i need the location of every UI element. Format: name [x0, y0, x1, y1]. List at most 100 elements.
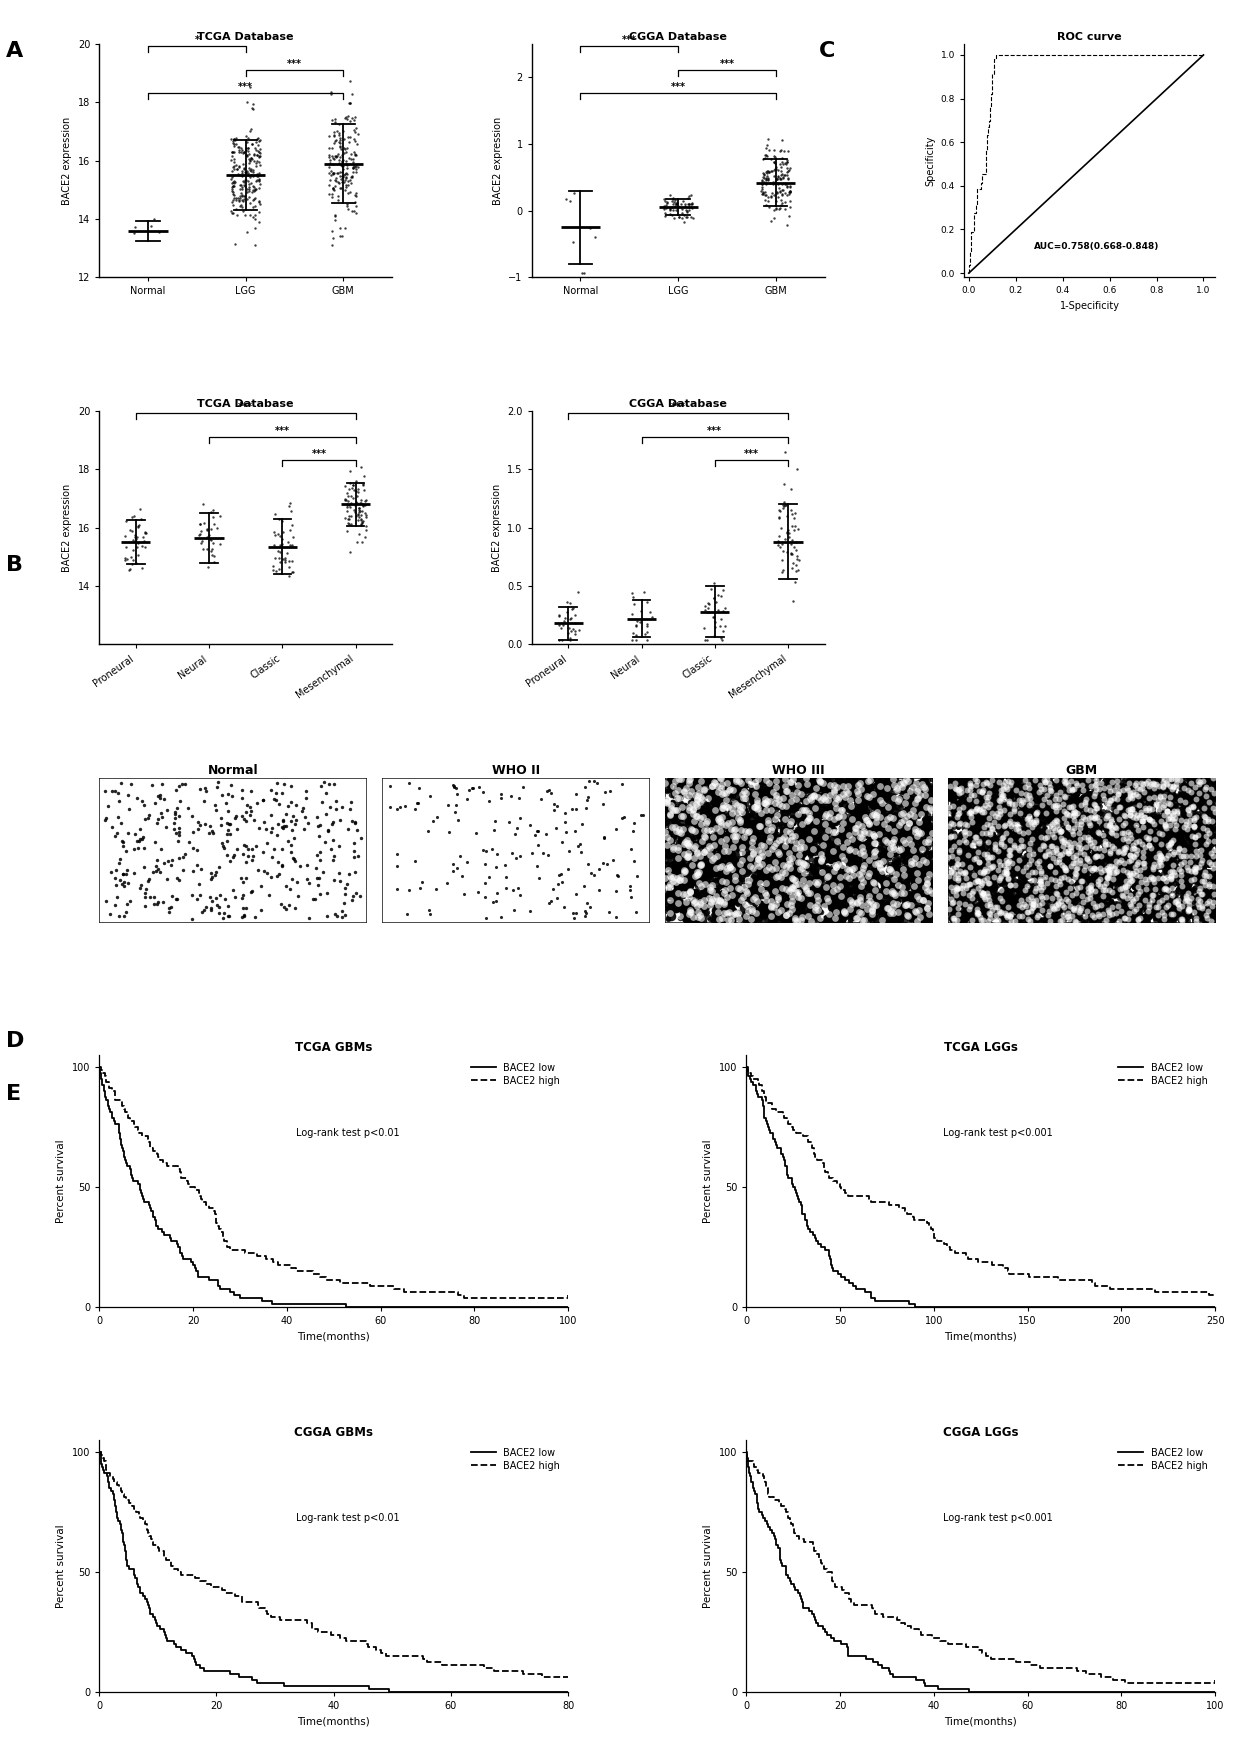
Point [765, 826, 785, 855]
Point [774, 837, 794, 865]
Point [750, 798, 770, 826]
Point [1100, 766, 1120, 795]
Point [110, 844, 130, 872]
Point [975, 856, 994, 885]
Point [838, 858, 858, 886]
Point [760, 883, 780, 911]
Point [663, 877, 683, 906]
Point [701, 892, 720, 920]
Point [835, 782, 854, 811]
Point [1030, 897, 1050, 925]
Point [1069, 770, 1089, 798]
Point [790, 906, 810, 934]
Point [957, 774, 977, 802]
Point [1107, 766, 1127, 795]
Point [1055, 768, 1075, 796]
Point [706, 877, 725, 906]
Point [823, 839, 843, 867]
Point [1132, 833, 1152, 862]
Point [201, 527, 221, 555]
Point [1128, 818, 1148, 846]
Point [1172, 812, 1192, 840]
Point [1122, 765, 1142, 793]
Point [585, 222, 605, 250]
Point [861, 779, 880, 807]
Point [1152, 877, 1172, 906]
Point [202, 816, 222, 844]
Point [335, 166, 355, 194]
Point [1081, 772, 1101, 800]
Point [820, 848, 839, 876]
Point [345, 858, 365, 886]
Point [1017, 800, 1037, 828]
Point [1003, 862, 1023, 890]
Point [666, 189, 686, 217]
Point [203, 529, 223, 557]
Point [283, 816, 303, 844]
Point [971, 863, 991, 892]
Point [1065, 893, 1085, 922]
Point [1147, 853, 1167, 881]
Point [985, 863, 1004, 892]
Point [978, 904, 998, 932]
Point [1116, 812, 1136, 840]
Point [885, 848, 905, 876]
Point [866, 848, 885, 876]
Point [1187, 770, 1207, 798]
Point [961, 805, 981, 833]
Point [904, 869, 924, 897]
Point [849, 823, 869, 851]
Point [1071, 853, 1091, 881]
Point [184, 818, 203, 846]
Point [1100, 789, 1120, 818]
Point [857, 786, 877, 814]
Point [1002, 872, 1022, 900]
Point [226, 130, 246, 159]
Point [711, 849, 730, 877]
Point [1120, 802, 1140, 830]
Point [1028, 825, 1048, 853]
Point [945, 768, 965, 796]
Point [1167, 793, 1187, 821]
Point [838, 775, 858, 803]
Point [901, 825, 921, 853]
Point [742, 772, 761, 800]
Point [949, 865, 968, 893]
Point [903, 800, 923, 828]
Point [656, 888, 676, 916]
Point [673, 892, 693, 920]
Point [1050, 788, 1070, 816]
Point [1142, 814, 1162, 842]
Point [1203, 835, 1223, 863]
Point [746, 906, 766, 934]
Point [972, 802, 992, 830]
Point [866, 788, 885, 816]
Point [950, 832, 970, 860]
Point [1022, 870, 1042, 899]
Point [1161, 869, 1180, 897]
Point [1065, 825, 1085, 853]
Point [873, 837, 893, 865]
Point [816, 877, 836, 906]
Point [848, 888, 868, 916]
Point [1066, 885, 1086, 913]
Point [971, 830, 991, 858]
Point [940, 781, 960, 809]
Point [676, 766, 696, 795]
Point [1203, 899, 1223, 927]
Point [1173, 842, 1193, 870]
Point [991, 809, 1011, 837]
Point [1028, 837, 1048, 865]
Point [733, 828, 753, 856]
Point [1054, 844, 1074, 872]
Point [998, 803, 1018, 832]
Point [990, 821, 1009, 849]
Point [1044, 862, 1064, 890]
Point [1141, 803, 1161, 832]
Point [677, 904, 697, 932]
Point [1085, 786, 1105, 814]
Point [1132, 842, 1152, 870]
Point [1043, 839, 1063, 867]
Point [1018, 899, 1038, 927]
Point [975, 796, 994, 825]
